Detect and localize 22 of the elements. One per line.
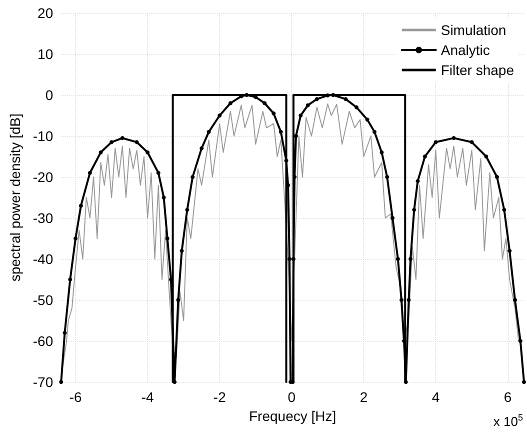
y-axis-title: spectral power density [dB] [7, 113, 23, 282]
x-tick-label: 2 [360, 389, 368, 405]
legend-label: Simulation [440, 22, 506, 38]
y-tick-label: -60 [32, 333, 54, 349]
y-tick-label: 20 [38, 5, 54, 21]
y-tick-label: -50 [32, 292, 54, 308]
y-tick-label: 0 [45, 87, 54, 103]
y-tick-label: -20 [32, 169, 54, 185]
y-tick-label: -30 [32, 210, 54, 226]
y-tick-label: -10 [32, 128, 54, 144]
y-tick-label: -70 [32, 374, 54, 390]
y-tick-label: 10 [38, 46, 54, 62]
x-tick-label: -2 [213, 389, 226, 405]
x-tick-label: -4 [141, 389, 154, 405]
y-tick-label: -40 [32, 251, 54, 267]
x-tick-label: 4 [432, 389, 440, 405]
x-tick-label: -6 [69, 389, 82, 405]
x-axis-title: Frequecy [Hz] [248, 408, 336, 424]
legend-label: Filter shape [440, 62, 514, 78]
legend-label: Analytic [440, 42, 490, 58]
x-tick-label: 6 [504, 389, 512, 405]
x-tick-label: 0 [288, 389, 296, 405]
